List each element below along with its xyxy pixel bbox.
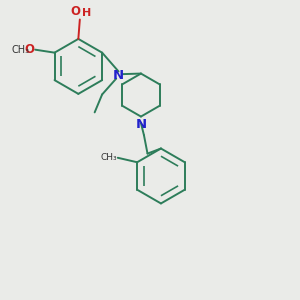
Text: CH₃: CH₃ (100, 153, 117, 162)
Text: O: O (24, 43, 34, 56)
Text: CH₃: CH₃ (12, 45, 30, 55)
Text: O: O (70, 5, 80, 18)
Text: N: N (135, 118, 146, 131)
Text: H: H (82, 8, 92, 18)
Text: N: N (113, 68, 124, 82)
